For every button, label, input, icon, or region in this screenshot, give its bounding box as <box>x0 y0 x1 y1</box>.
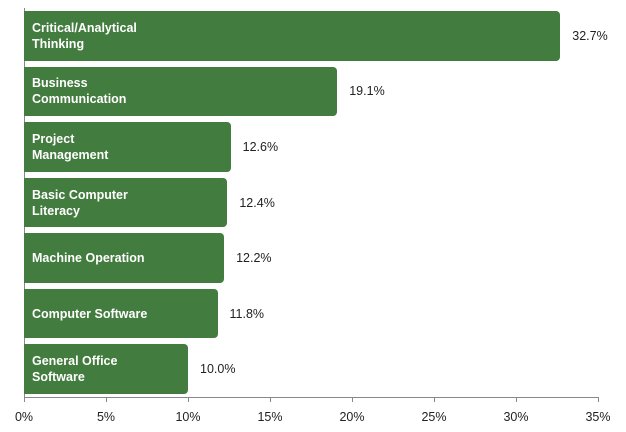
category-label: Machine Operation <box>32 251 145 266</box>
value-label: 12.4% <box>239 195 275 210</box>
value-label: 12.6% <box>242 139 279 154</box>
value-label: 11.8% <box>229 306 265 321</box>
category-label: Business Communication <box>32 76 127 107</box>
value-label: 12.2% <box>236 251 272 266</box>
bar <box>24 344 188 394</box>
x-tick-label: 35% <box>585 410 611 424</box>
x-tick <box>516 397 517 402</box>
category-label: Project Management <box>32 131 109 162</box>
x-tick-label: 5% <box>96 410 116 424</box>
x-tick <box>434 397 435 402</box>
x-tick <box>106 397 107 402</box>
x-tick <box>188 397 189 402</box>
bar <box>24 122 231 172</box>
bar <box>24 11 561 61</box>
category-label: General Office Software <box>32 354 118 385</box>
category-label: Computer Software <box>32 306 148 321</box>
x-tick-label: 20% <box>339 410 365 424</box>
x-tick <box>598 397 599 402</box>
x-tick-label: 10% <box>175 410 201 424</box>
bar <box>24 233 225 283</box>
bar <box>24 288 218 339</box>
category-label: Basic Computer Literacy <box>32 187 128 218</box>
x-tick-label: 15% <box>257 410 283 424</box>
value-label: 10.0% <box>200 362 236 377</box>
value-label: 32.7% <box>572 28 608 43</box>
bar <box>24 177 228 228</box>
x-tick-label: 0% <box>14 410 34 424</box>
x-tick-label: 30% <box>503 410 529 424</box>
x-tick <box>24 397 25 402</box>
category-label: Critical/Analytical Thinking <box>32 20 137 51</box>
value-label: 19.1% <box>349 84 385 99</box>
bar <box>24 66 338 117</box>
x-tick <box>352 397 353 402</box>
x-axis <box>24 397 598 398</box>
x-tick <box>270 397 271 402</box>
x-tick-label: 25% <box>421 410 447 424</box>
